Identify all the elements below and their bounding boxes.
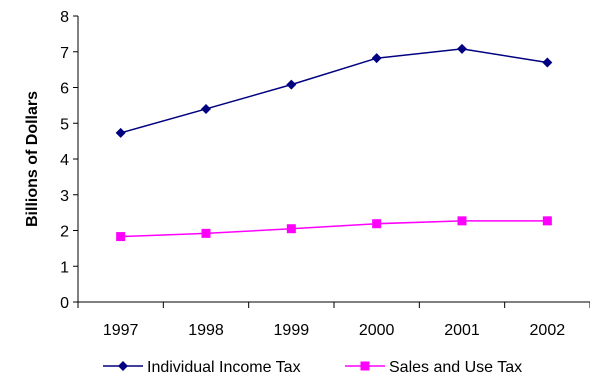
y-tick-label: 6 bbox=[60, 81, 69, 98]
legend-item: Individual Income Tax bbox=[103, 359, 301, 376]
data-point bbox=[286, 79, 297, 90]
x-tick-label: 2000 bbox=[359, 322, 395, 339]
legend-label: Individual Income Tax bbox=[147, 359, 301, 376]
data-point bbox=[116, 232, 126, 242]
data-point bbox=[201, 228, 211, 238]
legend-marker bbox=[360, 361, 370, 371]
legend: Individual Income Tax Sales and Use Tax bbox=[103, 359, 522, 376]
data-point bbox=[457, 43, 467, 54]
x-tick-label: 1997 bbox=[103, 322, 139, 339]
series-group bbox=[115, 43, 553, 242]
x-tick-label: 2002 bbox=[530, 322, 566, 339]
series-sales-and-use-tax bbox=[116, 216, 552, 242]
y-tick-label: 4 bbox=[60, 152, 69, 169]
y-tick-labels: 0 1 2 3 4 5 6 7 8 bbox=[60, 9, 69, 312]
data-point bbox=[286, 224, 296, 234]
series-line bbox=[120, 220, 548, 238]
legend-item: Sales and Use Tax bbox=[345, 359, 522, 376]
data-point bbox=[542, 216, 552, 226]
data-point bbox=[371, 53, 382, 64]
data-point bbox=[457, 216, 467, 226]
x-tick-labels: 1997 1998 1999 2000 2001 2002 bbox=[103, 322, 565, 339]
data-point bbox=[372, 219, 382, 229]
x-tick-label: 2001 bbox=[444, 322, 480, 339]
y-tick-label: 0 bbox=[60, 295, 69, 312]
series-individual-income-tax bbox=[115, 43, 553, 138]
axes bbox=[73, 15, 590, 308]
y-tick-label: 5 bbox=[60, 116, 69, 133]
y-tick-label: 3 bbox=[60, 188, 69, 205]
data-point bbox=[201, 103, 211, 114]
series-line bbox=[120, 48, 548, 134]
y-tick-label: 2 bbox=[60, 224, 69, 241]
y-axis-title: Billions of Dollars bbox=[24, 91, 41, 227]
x-tick-label: 1999 bbox=[274, 322, 310, 339]
y-tick-label: 8 bbox=[60, 9, 69, 26]
data-point bbox=[115, 127, 126, 138]
y-tick-label: 1 bbox=[60, 259, 69, 276]
data-point bbox=[542, 57, 553, 68]
legend-label: Sales and Use Tax bbox=[389, 359, 522, 376]
x-tick-label: 1998 bbox=[188, 322, 224, 339]
legend-marker bbox=[118, 361, 128, 371]
y-tick-label: 7 bbox=[60, 45, 69, 62]
